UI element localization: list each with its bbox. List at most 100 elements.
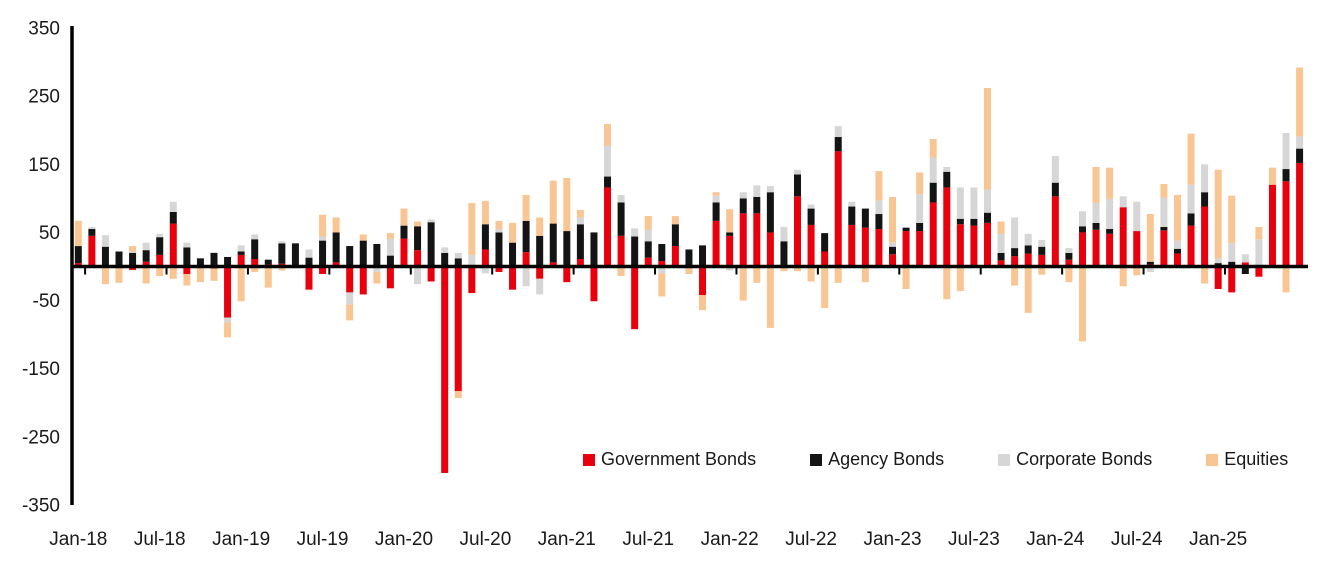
bar-segment xyxy=(604,176,612,188)
bar-segment xyxy=(237,266,245,302)
bar-segment xyxy=(889,242,896,247)
x-tick-label: Jul-21 xyxy=(622,529,674,550)
bar-segment xyxy=(495,266,503,272)
bar-segment xyxy=(821,251,829,267)
bar-segment xyxy=(1201,206,1209,267)
bar-segment xyxy=(726,235,734,267)
bar-segment xyxy=(712,192,720,196)
bar-segment xyxy=(373,244,381,267)
bar-segment xyxy=(671,246,679,267)
bar-segment xyxy=(468,266,476,294)
bar-segment xyxy=(780,266,788,272)
bar-segment xyxy=(495,229,503,233)
bar-segment xyxy=(644,241,652,258)
x-tick-label: Jul-22 xyxy=(785,529,837,550)
bar-segment xyxy=(794,266,802,272)
bar-segment xyxy=(604,187,612,267)
bar-segment xyxy=(1160,230,1168,267)
bar-segment xyxy=(1051,156,1059,183)
bar-segment xyxy=(943,266,951,300)
bar-segment xyxy=(1011,248,1019,257)
x-tick-label: Jul-23 xyxy=(948,529,1000,550)
bar-segment xyxy=(997,233,1005,253)
bar-segment xyxy=(658,244,666,262)
x-tick-label: Jan-22 xyxy=(701,529,759,550)
bar-segment xyxy=(807,204,815,209)
bar-segment xyxy=(400,238,408,267)
bar-segment xyxy=(305,257,313,267)
bar-segment xyxy=(1092,203,1100,223)
bar-segment xyxy=(1173,240,1181,249)
bar-segment xyxy=(861,208,869,228)
x-tick-label: Jul-24 xyxy=(1111,529,1163,550)
bar-segment xyxy=(753,213,761,267)
legend-swatch xyxy=(998,453,1011,466)
bar-segment xyxy=(359,234,367,241)
bar-segment xyxy=(1201,266,1209,284)
bar-segment xyxy=(319,236,327,241)
bar-segment xyxy=(766,192,774,233)
bar-segment xyxy=(1106,167,1114,200)
bar-segment xyxy=(1011,266,1019,286)
bar-segment xyxy=(766,186,774,193)
bar-segment xyxy=(237,254,245,267)
bar-segment xyxy=(1255,266,1263,277)
bar-segment xyxy=(142,250,150,262)
bar-segment xyxy=(441,247,449,253)
bar-segment xyxy=(712,195,720,203)
bar-segment xyxy=(454,266,462,392)
bar-segment xyxy=(156,233,164,238)
legend-swatch xyxy=(583,453,595,466)
bar-segment xyxy=(1078,266,1086,342)
bar-segment xyxy=(278,266,286,271)
bar-segment xyxy=(427,219,435,223)
bar-segment xyxy=(549,180,557,224)
bar-segment xyxy=(414,266,422,285)
x-tick-label: Jan-19 xyxy=(212,529,270,550)
bar-segment xyxy=(956,187,964,219)
bar-segment xyxy=(1119,207,1127,267)
bar-segment xyxy=(1228,261,1236,267)
bar-segment xyxy=(1255,239,1263,267)
bar-segment xyxy=(332,262,340,267)
bar-segment xyxy=(1065,259,1073,267)
bar-segment xyxy=(319,240,327,267)
legend-label: Corporate Bonds xyxy=(1016,449,1153,469)
bar-segment xyxy=(970,218,978,226)
bar-segment xyxy=(807,208,815,225)
legend-label: Government Bonds xyxy=(601,449,757,469)
y-tick-label: 50 xyxy=(39,223,60,244)
bar-segment xyxy=(414,226,422,251)
bar-segment xyxy=(224,266,232,318)
y-tick-label: -150 xyxy=(22,359,60,380)
bar-segment xyxy=(1092,222,1100,230)
bar-segment xyxy=(481,249,489,267)
bar-segment xyxy=(1228,243,1236,262)
bar-segment xyxy=(319,266,327,274)
bar-segment xyxy=(590,266,598,302)
bar-segment xyxy=(875,200,883,215)
bar-segment xyxy=(101,246,109,266)
bar-segment xyxy=(291,243,299,266)
x-tick-label: Jan-24 xyxy=(1026,529,1085,550)
bar-segment xyxy=(156,237,164,255)
bar-segment xyxy=(916,172,924,195)
bar-segment xyxy=(264,259,272,265)
bar-segment xyxy=(305,266,313,290)
bar-segment xyxy=(454,252,462,259)
bar-segment xyxy=(1296,136,1304,149)
bar-segment xyxy=(997,260,1005,267)
bar-segment xyxy=(142,261,150,267)
bar-segment xyxy=(1024,245,1032,254)
bar-segment xyxy=(604,124,612,146)
bar-segment xyxy=(1092,167,1100,204)
bar-segment xyxy=(481,201,489,225)
legend-item: Equities xyxy=(1206,449,1288,470)
bar-segment xyxy=(346,266,354,293)
bar-segment xyxy=(617,202,625,236)
bar-segment xyxy=(1241,262,1249,267)
y-tick-label: -50 xyxy=(33,291,60,312)
bar-segment xyxy=(753,185,761,197)
